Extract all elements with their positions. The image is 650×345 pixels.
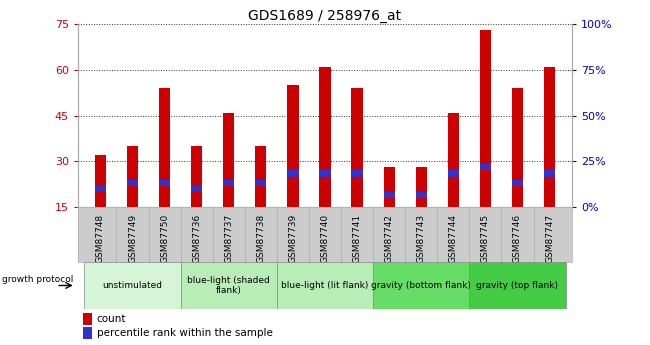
Text: GSM87744: GSM87744 <box>448 214 458 263</box>
Bar <box>415 192 427 198</box>
Text: GSM87736: GSM87736 <box>192 214 202 263</box>
Text: unstimulated: unstimulated <box>103 281 162 290</box>
Bar <box>352 88 363 207</box>
Bar <box>181 262 277 309</box>
Text: GSM87740: GSM87740 <box>320 214 330 263</box>
Bar <box>223 180 235 186</box>
Bar <box>83 313 92 325</box>
Bar <box>384 192 395 198</box>
Text: blue-light (shaded
flank): blue-light (shaded flank) <box>187 276 270 295</box>
Bar <box>95 155 106 207</box>
Bar <box>319 67 331 207</box>
Bar <box>95 186 106 192</box>
Bar <box>480 164 491 170</box>
Bar <box>448 112 459 207</box>
Text: count: count <box>97 314 126 324</box>
Bar <box>277 262 373 309</box>
Bar <box>83 327 92 339</box>
Bar <box>84 262 181 309</box>
Bar <box>512 88 523 207</box>
Bar <box>127 180 138 186</box>
Bar <box>191 186 202 192</box>
Text: blue-light (lit flank): blue-light (lit flank) <box>281 281 369 290</box>
Bar <box>255 146 266 207</box>
Text: percentile rank within the sample: percentile rank within the sample <box>97 328 272 338</box>
Bar <box>287 85 298 207</box>
Bar <box>352 170 363 177</box>
Bar <box>384 167 395 207</box>
Bar <box>159 88 170 207</box>
Bar <box>469 262 566 309</box>
Text: GSM87750: GSM87750 <box>160 214 169 263</box>
Text: GSM87738: GSM87738 <box>256 214 265 263</box>
Text: GSM87739: GSM87739 <box>289 214 298 263</box>
Text: GSM87745: GSM87745 <box>481 214 490 263</box>
Title: GDS1689 / 258976_at: GDS1689 / 258976_at <box>248 9 402 23</box>
Text: GSM87741: GSM87741 <box>352 214 361 263</box>
Text: GSM87747: GSM87747 <box>545 214 554 263</box>
Bar <box>415 167 427 207</box>
Text: gravity (top flank): gravity (top flank) <box>476 281 558 290</box>
Bar <box>319 170 331 177</box>
Bar <box>448 170 459 177</box>
Bar <box>512 180 523 186</box>
Text: growth protocol: growth protocol <box>1 275 73 284</box>
Bar <box>255 180 266 186</box>
Text: GSM87746: GSM87746 <box>513 214 522 263</box>
Bar <box>191 146 202 207</box>
Bar <box>127 146 138 207</box>
Text: GSM87742: GSM87742 <box>385 214 394 263</box>
Bar <box>480 30 491 207</box>
Bar <box>544 170 555 177</box>
Bar <box>287 170 298 177</box>
Text: GSM87749: GSM87749 <box>128 214 137 263</box>
Bar <box>373 262 469 309</box>
Text: GSM87743: GSM87743 <box>417 214 426 263</box>
Text: GSM87737: GSM87737 <box>224 214 233 263</box>
Bar <box>223 112 235 207</box>
Bar <box>544 67 555 207</box>
Text: GSM87748: GSM87748 <box>96 214 105 263</box>
Bar <box>159 180 170 186</box>
Text: gravity (bottom flank): gravity (bottom flank) <box>371 281 471 290</box>
